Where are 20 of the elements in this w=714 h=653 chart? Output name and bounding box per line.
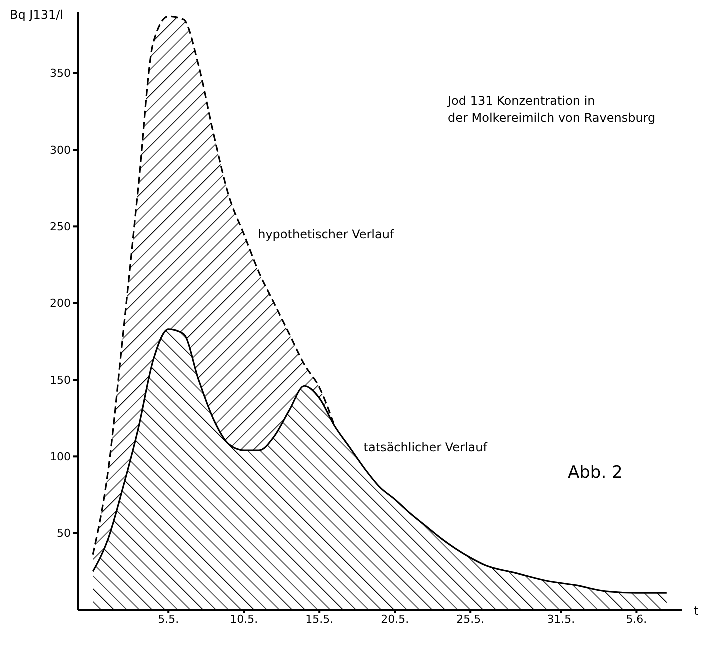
x-tick-label: 5.6. xyxy=(626,612,648,626)
y-tick-label: 200 xyxy=(50,297,71,310)
y-tick-label: 300 xyxy=(50,144,71,157)
x-tick-label: 10.5. xyxy=(230,612,258,626)
series-label: tatsächlicher Verlauf xyxy=(364,440,488,455)
x-tick-label: 31.5. xyxy=(547,612,576,626)
x-tick-label: 15.5. xyxy=(306,612,334,626)
series-label: hypothetischer Verlauf xyxy=(258,228,395,242)
annotation: Abb. 2 xyxy=(568,463,623,483)
y-tick-label: 100 xyxy=(50,450,71,464)
y-tick-label: 150 xyxy=(50,374,71,387)
y-axis-title: Bq J131/l xyxy=(10,8,64,22)
y-tick-label: 50 xyxy=(57,527,71,540)
x-tick-label: 25.5. xyxy=(456,612,485,626)
y-tick-label: 350 xyxy=(50,67,71,80)
y-tick-label: 250 xyxy=(50,220,71,234)
x-axis-title: t xyxy=(694,604,699,618)
x-tick-label: 20.5. xyxy=(381,612,410,626)
x-tick-label: 5.5. xyxy=(158,612,180,626)
text: Jod 131 Konzentration in der Molkereimilch von Ravensburg xyxy=(448,93,656,127)
